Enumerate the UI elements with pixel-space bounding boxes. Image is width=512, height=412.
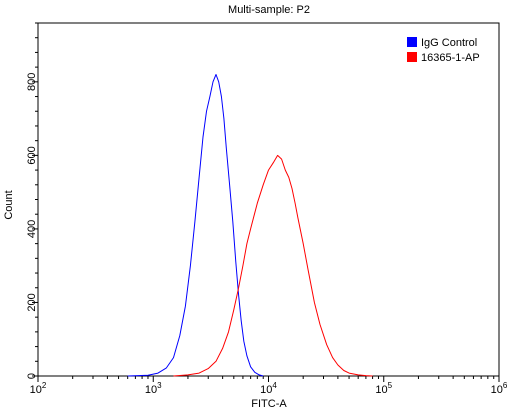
legend-label-16365-1-ap: 16365-1-AP — [421, 52, 480, 64]
x-tick-label: 106 — [491, 381, 508, 396]
x-tick-label: 102 — [30, 381, 47, 396]
y-tick-label: 200 — [26, 293, 38, 311]
legend-label-igg-control: IgG Control — [421, 37, 477, 49]
x-tick-label: 104 — [260, 381, 277, 396]
series-line-16365-1-ap — [173, 154, 373, 377]
legend-swatch-igg-control — [407, 37, 417, 47]
x-axis-label: FITC-A — [251, 398, 287, 410]
series-line-igg-control — [127, 74, 264, 377]
y-tick-label: 800 — [26, 73, 38, 91]
x-tick-label: 105 — [375, 381, 392, 396]
x-tick-label: 103 — [145, 381, 162, 396]
legend: IgG Control 16365-1-AP — [407, 37, 480, 64]
series-layer — [127, 74, 373, 377]
y-axis-ticks: 0 200 400 600 800 — [26, 22, 38, 379]
y-axis-label: Count — [3, 190, 15, 219]
y-tick-label: 400 — [26, 220, 38, 238]
legend-swatch-16365-1-ap — [407, 52, 417, 62]
chart-title: Multi-sample: P2 — [228, 4, 310, 16]
x-axis-ticks: 102 103 104 105 106 — [30, 376, 508, 396]
y-tick-label: 600 — [26, 146, 38, 164]
plot-frame — [37, 22, 500, 377]
y-tick-label: 0 — [26, 373, 38, 379]
